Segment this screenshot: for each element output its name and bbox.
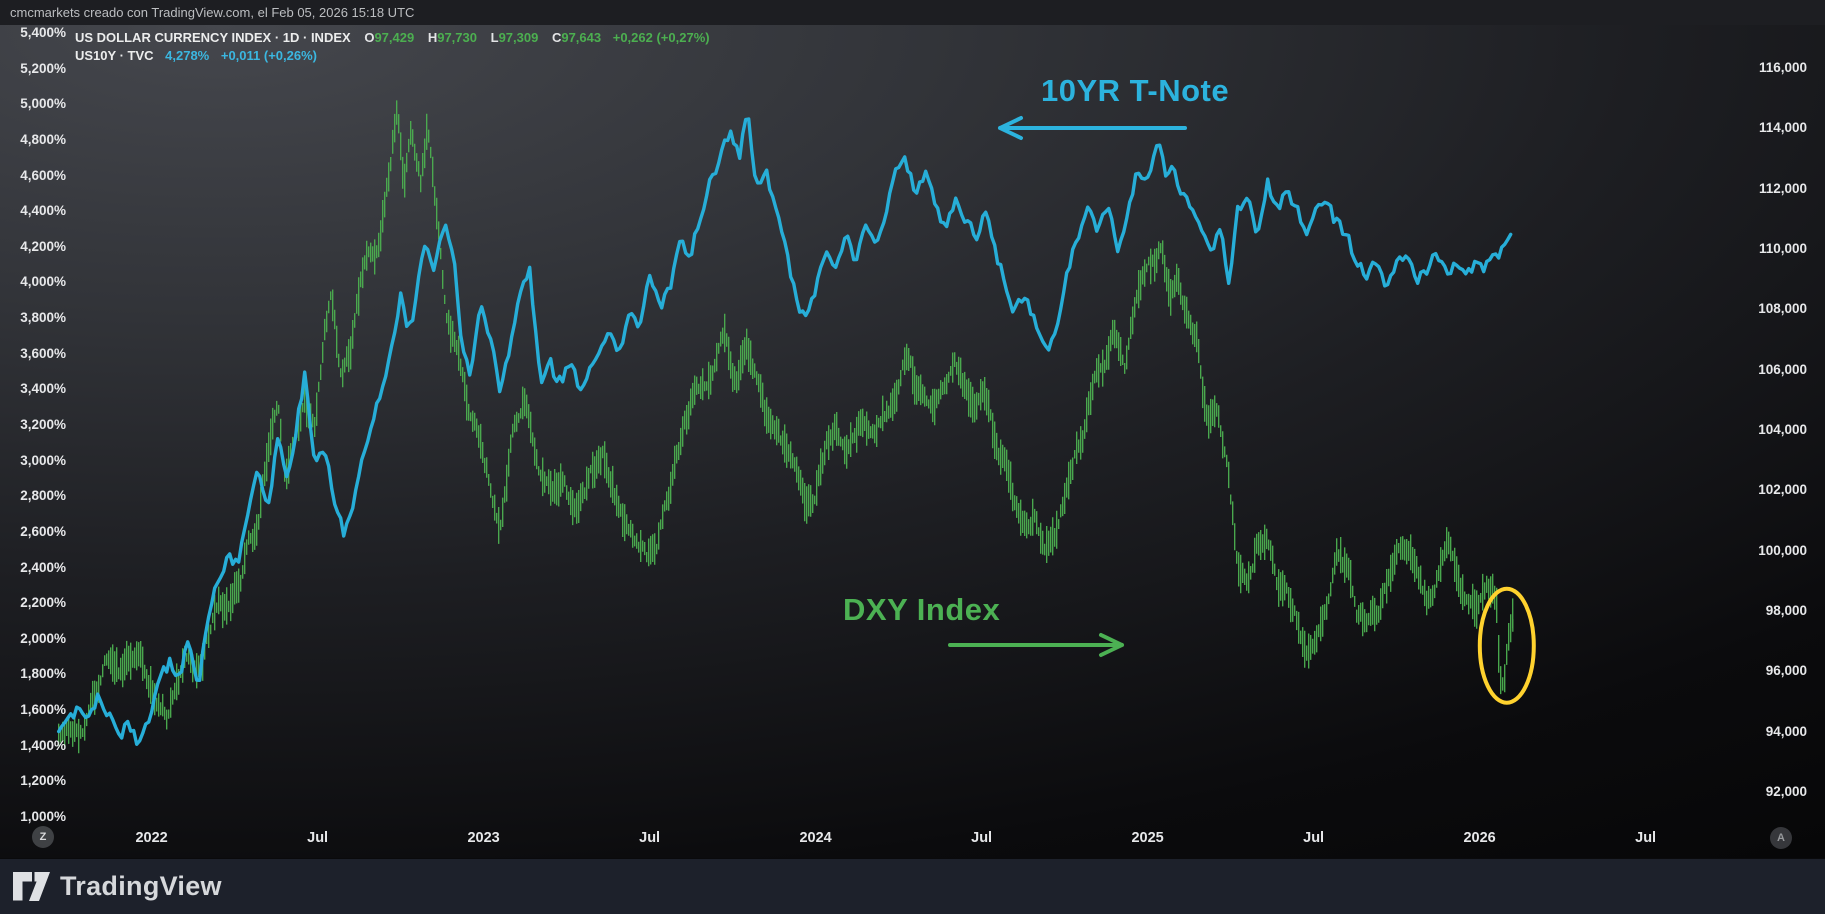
- left-axis-tick: 2,800%: [20, 488, 66, 504]
- close-label: C: [551, 30, 562, 45]
- attribution-bar: cmcmarkets creado con TradingView.com, e…: [0, 0, 1825, 25]
- right-axis-tick: 98,000: [1765, 603, 1807, 618]
- left-axis-tick: 1,000%: [20, 809, 66, 824]
- tnote-annotation-text[interactable]: 10YR T-Note: [1041, 73, 1230, 108]
- right-axis-tick: 94,000: [1765, 723, 1807, 739]
- right-axis-tick: 114,000: [1758, 120, 1807, 136]
- dxy-arrow[interactable]: [948, 633, 1124, 657]
- left-axis-tick: 4,800%: [20, 131, 66, 147]
- right-axis-tick: 106,000: [1758, 361, 1807, 377]
- right-axis-tick: 104,000: [1758, 422, 1807, 437]
- tnote-arrow[interactable]: [998, 116, 1187, 140]
- right-axis-tick: 92,000: [1765, 784, 1807, 799]
- us10y-line-series[interactable]: [57, 117, 1513, 746]
- us10y-last-value: 4,278%: [165, 48, 210, 63]
- highlight-ellipse[interactable]: [1477, 586, 1536, 705]
- drawing-annotations[interactable]: [948, 116, 1536, 705]
- open-label: O: [364, 30, 375, 45]
- right-axis-tick: 96,000: [1765, 663, 1807, 679]
- left-axis-tick: 3,200%: [20, 417, 66, 432]
- time-axis-tick: 2023: [467, 830, 500, 846]
- left-axis-tick: 4,600%: [20, 167, 66, 183]
- left-axis-tick: 1,600%: [20, 702, 66, 718]
- left-axis-tick: 4,400%: [20, 203, 66, 219]
- time-axis-tick: Jul: [307, 830, 329, 846]
- attribution-text: cmcmarkets creado con TradingView.com, e…: [10, 5, 415, 20]
- footer-bar: TradingView: [0, 858, 1825, 914]
- right-axis-tick: 100,000: [1758, 542, 1807, 558]
- left-axis-tick: 1,800%: [20, 666, 66, 682]
- left-price-scale[interactable]: 5,400% 5,200% 5,000% 4,800% 4,600% 4,400% 4,20…: [0, 25, 68, 824]
- legend-row-us10y[interactable]: US10Y · TVC 4,278% +0,011 (+0,26%): [75, 47, 710, 65]
- right-axis-tick: 102,000: [1758, 482, 1807, 498]
- high-label: H: [427, 30, 438, 45]
- dxy-symbol-title[interactable]: US DOLLAR CURRENCY INDEX · 1D · INDEX: [75, 30, 351, 45]
- left-axis-tick: 1,200%: [20, 773, 66, 789]
- left-axis-tick: 3,600%: [20, 345, 66, 361]
- dxy-ohlc-bars-series[interactable]: [58, 100, 1514, 754]
- left-axis-tick: 4,000%: [20, 274, 66, 290]
- time-axis-tick: 2026: [1463, 830, 1496, 846]
- right-axis-tick: 108,000: [1758, 301, 1807, 317]
- left-axis-tick: 5,400%: [20, 25, 66, 40]
- time-axis-tick: Jul: [1303, 830, 1325, 846]
- us10y-symbol-title[interactable]: US10Y · TVC: [75, 48, 154, 63]
- left-axis-tick: 1,400%: [20, 737, 66, 753]
- chart-plot-area[interactable]: [0, 25, 1825, 858]
- right-axis-tick: 110,000: [1758, 241, 1807, 256]
- left-axis-tick: 3,800%: [20, 310, 66, 326]
- left-axis-tick: 4,200%: [20, 238, 66, 254]
- left-axis-tick: 5,200%: [20, 60, 66, 76]
- left-axis-tick: 2,600%: [20, 523, 66, 539]
- right-axis-tick: 116,000: [1758, 60, 1807, 75]
- zoom-reset-button[interactable]: Z: [32, 826, 54, 848]
- auto-scale-button[interactable]: A: [1770, 827, 1792, 849]
- low-label: L: [490, 30, 499, 45]
- left-axis-tick: 2,200%: [20, 595, 66, 611]
- right-price-scale[interactable]: 116,000 114,000 112,000 110,000 108,000 106,0…: [1745, 25, 1825, 823]
- high-value: 97,730: [437, 30, 477, 45]
- right-axis-tick: 112,000: [1758, 180, 1807, 196]
- left-axis-tick: 3,400%: [20, 381, 66, 397]
- dxy-annotation-text[interactable]: DXY Index: [843, 592, 1001, 627]
- open-value: 97,429: [374, 30, 415, 45]
- time-axis-tick: 2024: [799, 830, 832, 846]
- time-scale[interactable]: 2022 Jul 2023 Jul 2024 Jul 2025 Jul 2026 Jul: [0, 823, 1825, 858]
- left-axis-tick: 2,000%: [20, 630, 66, 646]
- symbol-legend[interactable]: US DOLLAR CURRENCY INDEX · 1D · INDEX O9…: [75, 29, 710, 65]
- time-axis-tick: Jul: [1635, 830, 1657, 846]
- low-value: 97,309: [498, 30, 539, 45]
- time-axis-tick: Jul: [971, 830, 993, 846]
- close-value: 97,643: [561, 30, 602, 45]
- time-axis-tick: 2022: [135, 830, 168, 846]
- dxy-change-value: +0,262 (+0,27%): [612, 30, 710, 45]
- time-axis-tick: Jul: [639, 830, 661, 846]
- left-axis-tick: 5,000%: [20, 96, 66, 112]
- time-axis-tick: 2025: [1131, 830, 1164, 846]
- left-axis-tick: 2,400%: [20, 559, 66, 575]
- us10y-change-value: +0,011 (+0,26%): [220, 48, 317, 63]
- legend-row-dxy[interactable]: US DOLLAR CURRENCY INDEX · 1D · INDEX O9…: [75, 29, 710, 47]
- left-axis-tick: 3,000%: [20, 452, 66, 468]
- tradingview-logo-icon[interactable]: [13, 871, 51, 902]
- tradingview-brand-text[interactable]: TradingView: [60, 871, 222, 901]
